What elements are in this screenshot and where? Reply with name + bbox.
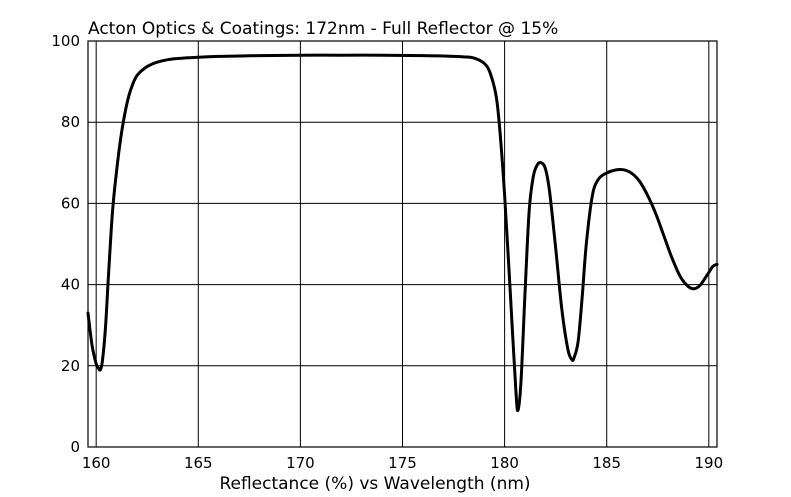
- y-tick-label: 0: [70, 438, 80, 456]
- x-tick-label: 165: [184, 454, 213, 472]
- chart-title: Acton Optics & Coatings: 172nm - Full Re…: [88, 19, 558, 39]
- grid-lines: [88, 41, 717, 447]
- x-axis-label: Reflectance (%) vs Wavelength (nm): [219, 474, 530, 494]
- y-tick-label: 20: [61, 357, 80, 375]
- x-tick-label: 180: [490, 454, 519, 472]
- x-tick-label: 160: [82, 454, 111, 472]
- x-axis-ticks: 160 165 170 175 180 185 190: [82, 454, 723, 472]
- y-tick-label: 100: [51, 32, 80, 50]
- series-group: [86, 53, 719, 412]
- x-tick-label: 175: [388, 454, 417, 472]
- x-tick-label: 190: [695, 454, 724, 472]
- y-tick-label: 40: [61, 276, 80, 294]
- y-axis-ticks: 0 20 40 60 80 100: [51, 32, 80, 456]
- y-tick-label: 80: [61, 113, 80, 131]
- y-tick-label: 60: [61, 194, 80, 212]
- x-tick-label: 185: [592, 454, 621, 472]
- reflectance-curve: [86, 53, 719, 412]
- x-tick-label: 170: [286, 454, 315, 472]
